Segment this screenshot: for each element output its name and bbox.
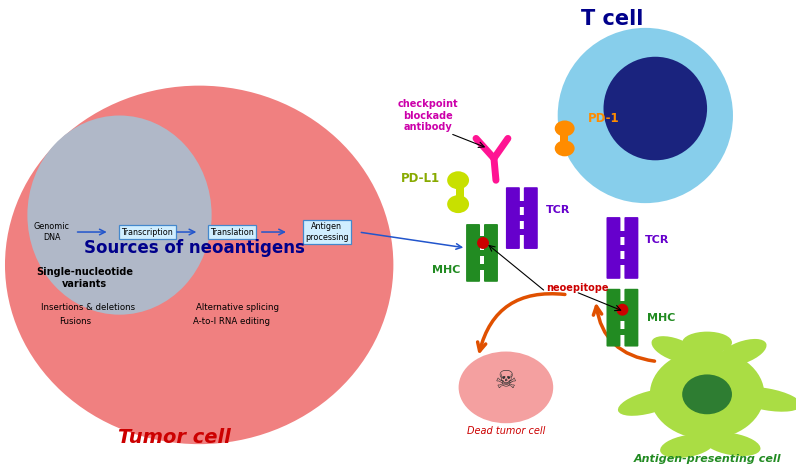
Circle shape <box>617 304 628 316</box>
FancyBboxPatch shape <box>467 250 497 256</box>
Text: Single-nucleotide
variants: Single-nucleotide variants <box>36 267 133 289</box>
Text: ☠: ☠ <box>495 370 517 393</box>
FancyBboxPatch shape <box>607 259 638 265</box>
Ellipse shape <box>682 332 732 353</box>
Ellipse shape <box>27 115 212 314</box>
Text: Antigen
processing: Antigen processing <box>305 222 348 242</box>
Ellipse shape <box>447 195 469 213</box>
Text: neoepitope: neoepitope <box>546 283 608 293</box>
FancyBboxPatch shape <box>466 224 480 282</box>
Text: PD-1: PD-1 <box>587 112 619 125</box>
Ellipse shape <box>660 434 714 458</box>
Ellipse shape <box>5 86 393 444</box>
Ellipse shape <box>703 432 761 456</box>
FancyBboxPatch shape <box>607 314 638 321</box>
FancyBboxPatch shape <box>606 289 621 347</box>
Text: Dead tumor cell: Dead tumor cell <box>467 426 545 436</box>
FancyBboxPatch shape <box>625 217 638 279</box>
Ellipse shape <box>555 141 574 156</box>
Text: T cell: T cell <box>582 9 644 29</box>
FancyBboxPatch shape <box>507 229 537 235</box>
Text: PD-L1: PD-L1 <box>401 172 440 185</box>
Text: A-to-I RNA editing: A-to-I RNA editing <box>193 317 269 326</box>
Text: Fusions: Fusions <box>58 317 91 326</box>
FancyBboxPatch shape <box>467 264 497 270</box>
Text: TCR: TCR <box>546 205 570 215</box>
Circle shape <box>558 28 733 203</box>
Ellipse shape <box>650 350 765 439</box>
Ellipse shape <box>618 389 681 416</box>
FancyBboxPatch shape <box>607 231 638 237</box>
Circle shape <box>603 57 707 161</box>
Ellipse shape <box>733 387 799 412</box>
Text: Tumor cell: Tumor cell <box>118 428 231 446</box>
FancyBboxPatch shape <box>484 224 498 282</box>
FancyBboxPatch shape <box>606 217 621 279</box>
Text: MHC: MHC <box>431 265 460 275</box>
FancyBboxPatch shape <box>524 187 538 249</box>
Text: Genomic
DNA: Genomic DNA <box>34 222 70 242</box>
Text: MHC: MHC <box>647 313 676 323</box>
Text: Antigen-presenting cell: Antigen-presenting cell <box>634 454 781 464</box>
FancyBboxPatch shape <box>456 180 464 200</box>
Text: Sources of neoantigens: Sources of neoantigens <box>84 239 304 257</box>
FancyBboxPatch shape <box>607 329 638 334</box>
Ellipse shape <box>718 339 766 366</box>
FancyBboxPatch shape <box>507 215 537 221</box>
FancyBboxPatch shape <box>506 187 520 249</box>
Text: TCR: TCR <box>646 235 670 245</box>
Ellipse shape <box>459 352 553 423</box>
FancyBboxPatch shape <box>625 289 638 347</box>
Ellipse shape <box>651 336 699 363</box>
FancyBboxPatch shape <box>467 236 497 242</box>
FancyBboxPatch shape <box>559 128 567 144</box>
Ellipse shape <box>682 374 732 414</box>
Ellipse shape <box>555 121 574 136</box>
Text: Insertions & deletions: Insertions & deletions <box>41 303 135 312</box>
FancyBboxPatch shape <box>607 301 638 307</box>
Text: Alternative splicing: Alternative splicing <box>196 303 279 312</box>
Ellipse shape <box>447 171 469 189</box>
Text: checkpoint
blockade
antibody: checkpoint blockade antibody <box>398 99 459 132</box>
FancyBboxPatch shape <box>607 245 638 251</box>
Text: Transcription: Transcription <box>121 228 173 237</box>
Circle shape <box>477 237 489 249</box>
FancyBboxPatch shape <box>507 201 537 207</box>
Text: Translation: Translation <box>210 228 254 237</box>
